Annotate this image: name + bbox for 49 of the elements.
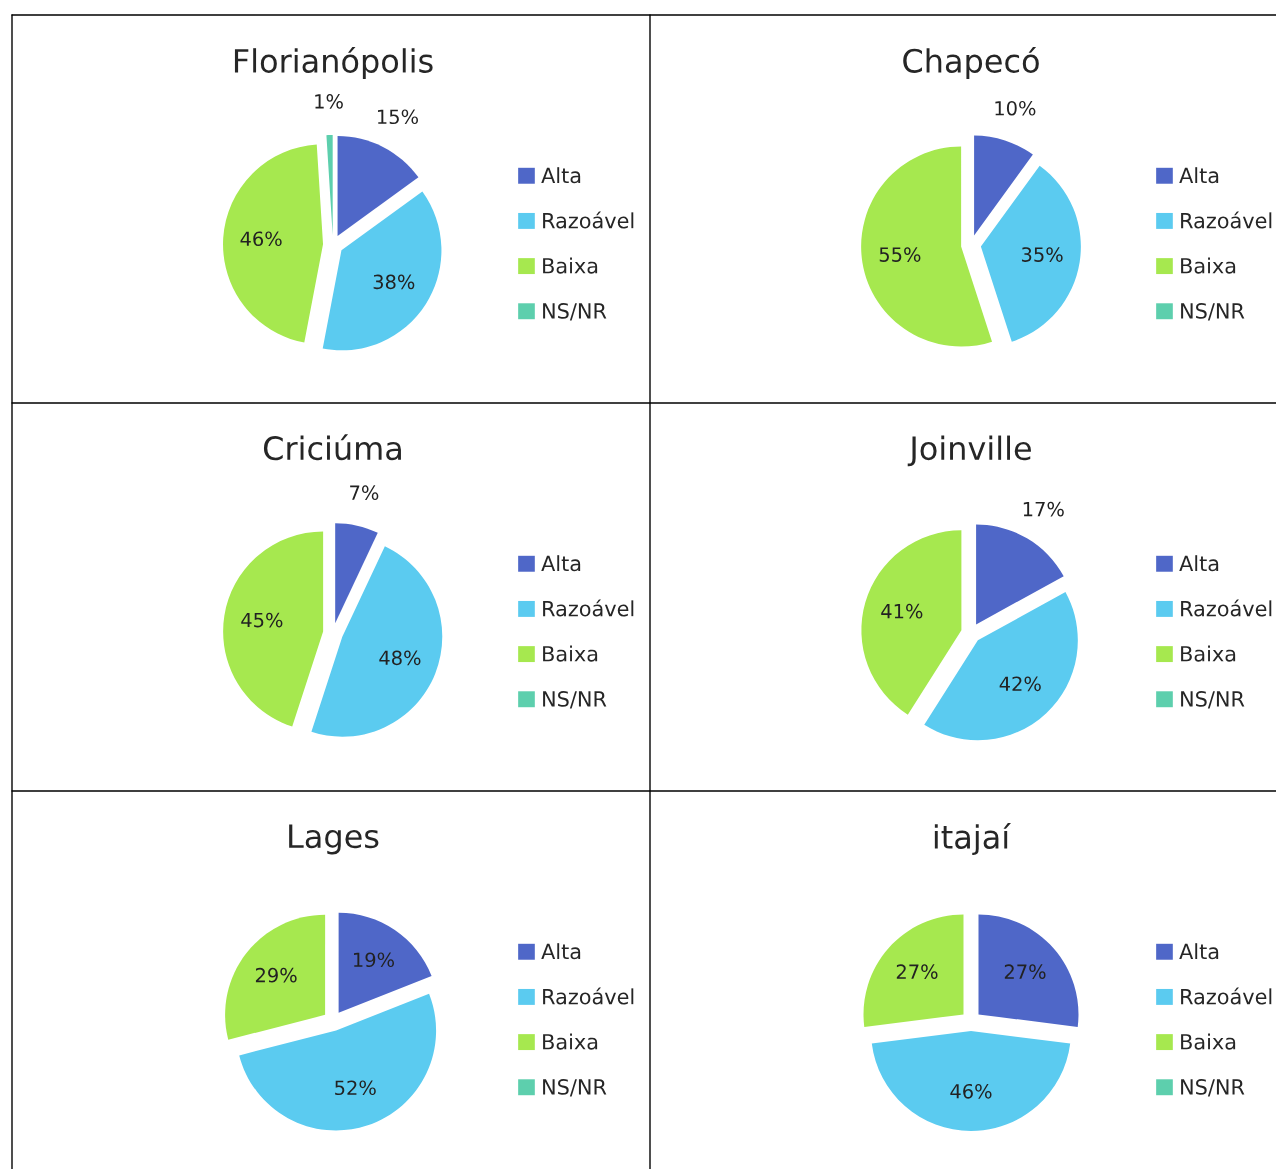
legend-label: Baixa <box>1181 257 1236 274</box>
data-label: 45% <box>241 612 283 628</box>
legend-label: Alta <box>1179 943 1219 960</box>
data-label: 15% <box>377 109 418 125</box>
legend-label: Alta <box>541 167 581 184</box>
chart-title: Florianópolis <box>234 46 433 80</box>
legend-label: Razoável <box>1181 599 1272 617</box>
data-label: 41% <box>881 603 923 619</box>
chart-title: Chapecó <box>903 46 1039 80</box>
data-label: 7% <box>350 485 379 501</box>
legend-label: Baixa <box>543 257 598 274</box>
data-label: 46% <box>950 1083 992 1099</box>
legend-label: NS/NR <box>543 303 607 321</box>
legend-label: NS/NR <box>543 691 607 709</box>
legend-label: NS/NR <box>1181 303 1245 321</box>
legend-label: Baixa <box>1181 1033 1236 1050</box>
legend-label: Baixa <box>1181 645 1236 662</box>
data-label: 29% <box>255 967 297 983</box>
legend-label: Alta <box>1179 555 1219 572</box>
data-label: 35% <box>1021 247 1063 262</box>
legend-label: Alta <box>541 555 581 572</box>
data-label: 48% <box>379 650 421 666</box>
data-label: 27% <box>1004 964 1046 980</box>
data-label: 10% <box>995 100 1036 116</box>
legend-label: Razoável <box>1181 211 1272 229</box>
data-label: 17% <box>1023 501 1064 517</box>
data-label: 42% <box>999 676 1041 692</box>
legend-label: Razoável <box>543 211 634 229</box>
legend-label: Alta <box>541 943 581 960</box>
chart-title: Lages <box>289 824 379 855</box>
data-label: 19% <box>354 952 395 968</box>
chart-title: itajaí <box>934 822 1011 856</box>
legend-label: Razoável <box>1181 987 1272 1005</box>
legend-label: Razoável <box>543 599 634 617</box>
legend-label: NS/NR <box>1181 1079 1245 1097</box>
data-label: 52% <box>335 1080 376 1096</box>
data-label: 27% <box>896 964 938 980</box>
legend-label: Baixa <box>543 1033 598 1050</box>
legend-label: Alta <box>1179 167 1219 184</box>
chart-title: Joinville <box>907 435 1031 467</box>
chart-title: Criciúma <box>263 434 401 461</box>
legend-label: Razoável <box>543 987 634 1005</box>
legend-label: Baixa <box>543 645 598 662</box>
legend-label: NS/NR <box>1181 691 1245 709</box>
data-label: 38% <box>373 274 415 290</box>
data-label: 55% <box>879 247 921 262</box>
legend-label: NS/NR <box>543 1079 607 1097</box>
data-label: 1% <box>315 94 343 109</box>
data-label: 46% <box>240 231 282 247</box>
